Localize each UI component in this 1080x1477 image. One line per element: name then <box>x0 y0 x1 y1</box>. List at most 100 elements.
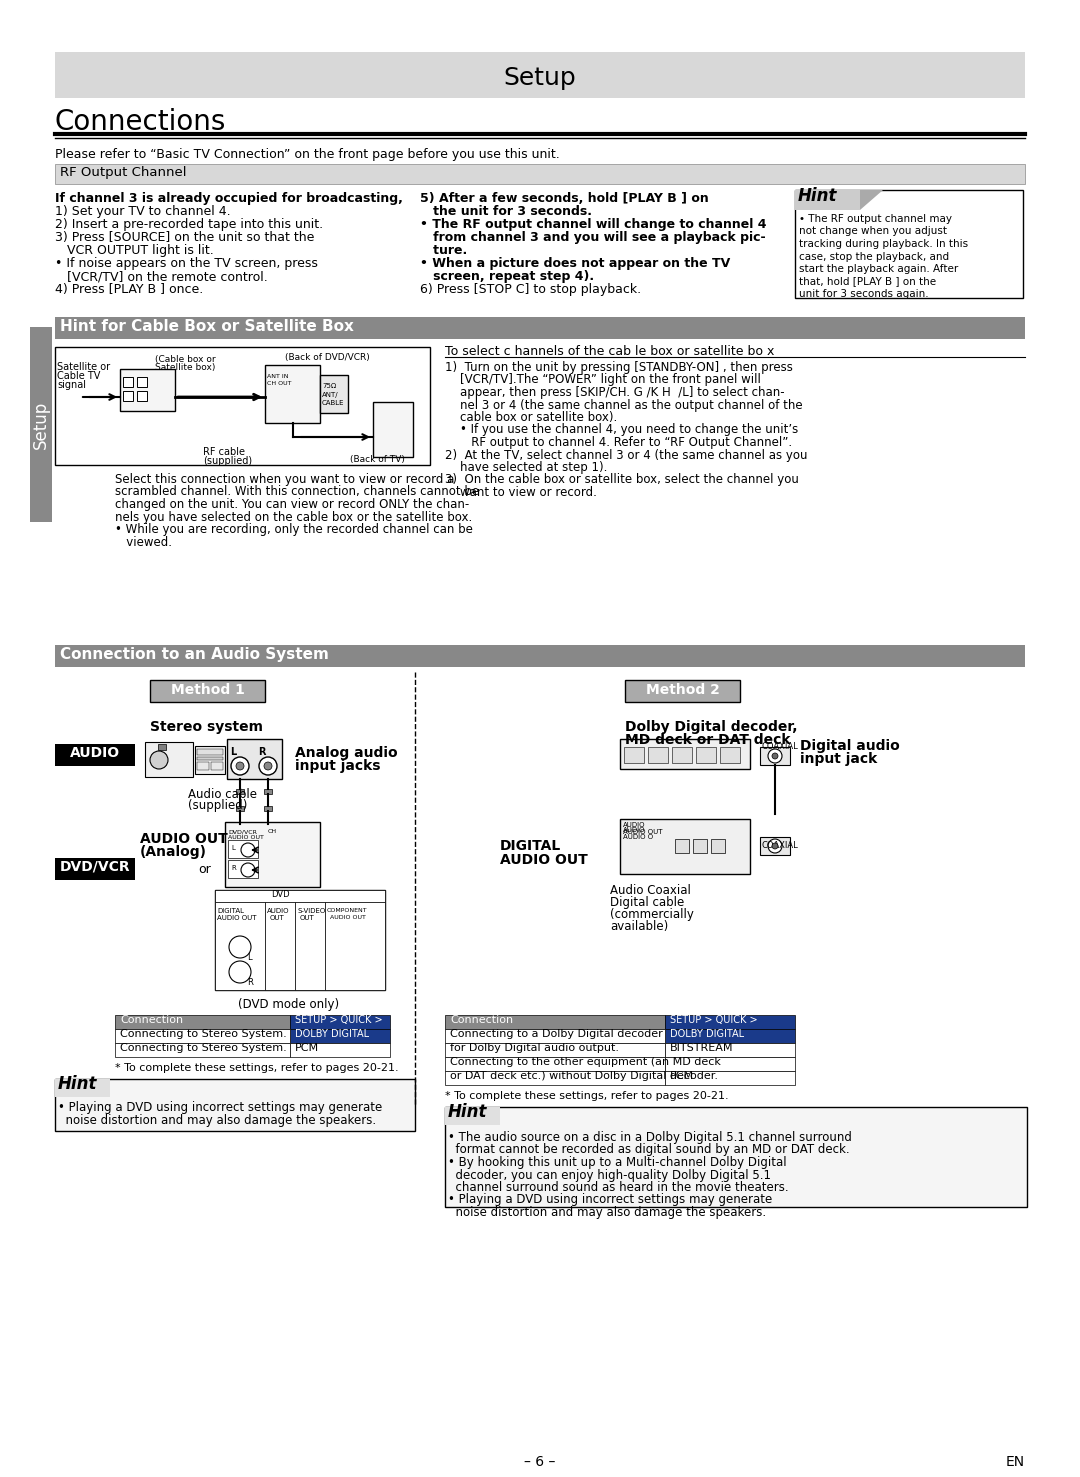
Text: Connecting to Stereo System.: Connecting to Stereo System. <box>120 1029 287 1038</box>
Text: [VCR/TV] on the remote control.: [VCR/TV] on the remote control. <box>55 270 268 284</box>
Bar <box>620 738 750 770</box>
Bar <box>55 1080 415 1131</box>
Text: (Cable box or: (Cable box or <box>156 354 216 363</box>
Text: the unit for 3 seconds.: the unit for 3 seconds. <box>420 205 592 219</box>
Text: Audio Coaxial: Audio Coaxial <box>610 885 691 897</box>
Text: AUDIO OUT: AUDIO OUT <box>623 829 662 835</box>
Text: AUDIO: AUDIO <box>70 746 120 761</box>
Bar <box>123 391 133 400</box>
Bar <box>672 747 692 764</box>
Text: (commercially: (commercially <box>610 908 693 922</box>
Bar <box>291 1029 390 1043</box>
Text: ture.: ture. <box>420 244 468 257</box>
Bar <box>696 747 716 764</box>
Text: AUDIO OUT: AUDIO OUT <box>140 832 228 846</box>
Bar <box>215 902 265 990</box>
Bar <box>55 858 135 880</box>
Bar <box>795 191 1023 298</box>
Text: channel surround sound as heard in the movie theaters.: channel surround sound as heard in the m… <box>448 1182 788 1193</box>
Bar <box>445 1071 665 1086</box>
Text: DOLBY DIGITAL: DOLBY DIGITAL <box>295 1029 369 1038</box>
Text: nels you have selected on the cable box or the satellite box.: nels you have selected on the cable box … <box>114 511 472 523</box>
Text: Satellite or: Satellite or <box>57 362 110 372</box>
Text: scrambled channel. With this connection, channels cannot be: scrambled channel. With this connection,… <box>114 486 480 499</box>
Text: 3) Press [SOURCE] on the unit so that the: 3) Press [SOURCE] on the unit so that th… <box>55 230 314 244</box>
Text: or DAT deck etc.) without Dolby Digital decoder.: or DAT deck etc.) without Dolby Digital … <box>450 1071 718 1081</box>
Bar <box>55 1080 110 1097</box>
Text: ANT IN: ANT IN <box>267 374 288 380</box>
Text: RF cable: RF cable <box>203 448 245 456</box>
Text: Dolby Digital decoder,: Dolby Digital decoder, <box>625 719 797 734</box>
Text: for Dolby Digital audio output.: for Dolby Digital audio output. <box>450 1043 619 1053</box>
Text: Digital audio: Digital audio <box>800 738 900 753</box>
Text: AUDIO OUT: AUDIO OUT <box>228 835 264 840</box>
Text: signal: signal <box>57 380 86 390</box>
Text: AUDIO: AUDIO <box>267 908 289 914</box>
Bar <box>197 758 222 761</box>
Bar <box>265 902 295 990</box>
Text: 2)  At the TV, select channel 3 or 4 (the same channel as you: 2) At the TV, select channel 3 or 4 (the… <box>445 449 808 461</box>
Bar <box>55 164 1025 185</box>
Text: that, hold [PLAY B ] on the: that, hold [PLAY B ] on the <box>799 276 936 287</box>
Text: input jacks: input jacks <box>295 759 380 772</box>
Text: BITSTREAM: BITSTREAM <box>670 1043 733 1053</box>
Circle shape <box>259 758 276 775</box>
Bar <box>145 741 193 777</box>
Text: 5) After a few seconds, hold [PLAY B ] on: 5) After a few seconds, hold [PLAY B ] o… <box>420 192 708 205</box>
Bar <box>711 839 725 854</box>
Text: want to view or record.: want to view or record. <box>445 486 597 499</box>
Text: Please refer to “Basic TV Connection” on the front page before you use this unit: Please refer to “Basic TV Connection” on… <box>55 148 559 161</box>
Bar <box>55 52 1025 97</box>
Text: or: or <box>198 863 211 876</box>
Text: • The RF output channel will change to channel 4: • The RF output channel will change to c… <box>420 219 767 230</box>
Circle shape <box>237 762 244 770</box>
Text: CABLE: CABLE <box>322 400 345 406</box>
Text: 2) Insert a pre-recorded tape into this unit.: 2) Insert a pre-recorded tape into this … <box>55 219 323 230</box>
Text: Satellite box): Satellite box) <box>156 363 215 372</box>
Text: Hint: Hint <box>798 188 837 205</box>
Text: nel 3 or 4 (the same channel as the output channel of the: nel 3 or 4 (the same channel as the outp… <box>445 399 802 412</box>
Text: Setup: Setup <box>32 400 50 449</box>
Bar <box>665 1058 795 1071</box>
Bar <box>123 377 133 387</box>
Bar <box>137 391 147 400</box>
Bar <box>237 789 244 795</box>
Bar <box>120 369 175 411</box>
Bar <box>648 747 669 764</box>
Text: If channel 3 is already occupied for broadcasting,: If channel 3 is already occupied for bro… <box>55 192 403 205</box>
Bar <box>265 365 320 422</box>
Text: Cable TV: Cable TV <box>57 371 100 381</box>
Text: start the playback again. After: start the playback again. After <box>799 264 958 275</box>
Text: L: L <box>231 845 234 851</box>
Bar <box>445 1029 665 1043</box>
Circle shape <box>264 762 272 770</box>
Text: R: R <box>258 747 266 758</box>
Bar <box>445 1106 500 1125</box>
Bar <box>665 1029 795 1043</box>
Text: Connection to an Audio System: Connection to an Audio System <box>60 647 329 662</box>
Text: AUDIO OUT: AUDIO OUT <box>217 914 257 922</box>
Bar <box>114 1029 291 1043</box>
Text: [VCR/TV].The “POWER” light on the front panel will: [VCR/TV].The “POWER” light on the front … <box>445 374 761 387</box>
Text: Analog audio: Analog audio <box>295 746 397 761</box>
Bar <box>373 402 413 456</box>
Bar <box>237 806 244 811</box>
Text: changed on the unit. You can view or record ONLY the chan-: changed on the unit. You can view or rec… <box>114 498 469 511</box>
Bar <box>295 902 325 990</box>
Bar <box>320 375 348 414</box>
Text: • While you are recording, only the recorded channel can be: • While you are recording, only the reco… <box>114 523 473 536</box>
Polygon shape <box>860 191 883 210</box>
Text: Digital cable: Digital cable <box>610 897 685 908</box>
Text: case, stop the playback, and: case, stop the playback, and <box>799 251 949 261</box>
Text: Hint for Cable Box or Satellite Box: Hint for Cable Box or Satellite Box <box>60 319 354 334</box>
Bar <box>665 1071 795 1086</box>
Bar <box>620 820 750 874</box>
Circle shape <box>241 863 255 877</box>
Bar <box>55 318 1025 340</box>
Text: Setup: Setup <box>503 66 577 90</box>
Bar <box>227 738 282 778</box>
Text: Connecting to the other equipment (an MD deck: Connecting to the other equipment (an MD… <box>450 1058 720 1066</box>
Text: DVD: DVD <box>271 891 289 899</box>
Text: S-VIDEO: S-VIDEO <box>297 908 325 914</box>
Text: 4) Press [PLAY B ] once.: 4) Press [PLAY B ] once. <box>55 284 203 295</box>
